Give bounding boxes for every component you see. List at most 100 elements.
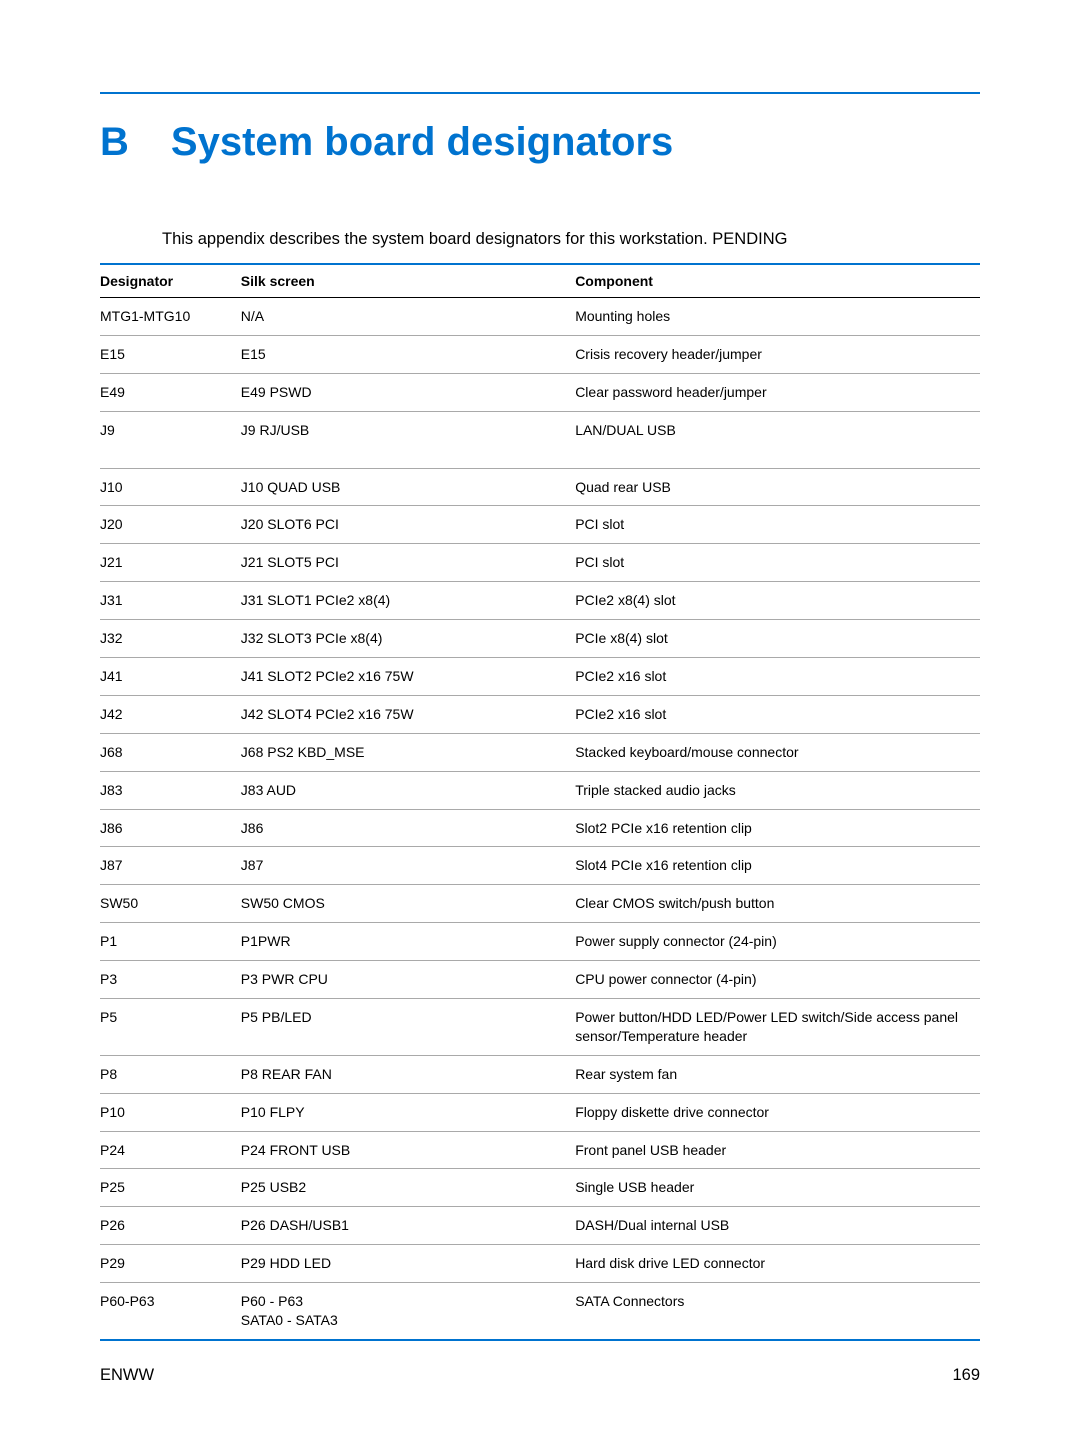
table-row: J83J83 AUDTriple stacked audio jacks [100,771,980,809]
cell-silkscreen: SW50 CMOS [241,885,575,923]
table-row: J87J87Slot4 PCIe x16 retention clip [100,847,980,885]
table-row: J31J31 SLOT1 PCIe2 x8(4)PCIe2 x8(4) slot [100,582,980,620]
cell-component: Single USB header [575,1169,980,1207]
cell-silkscreen: J21 SLOT5 PCI [241,544,575,582]
cell-silkscreen: J32 SLOT3 PCIe x8(4) [241,620,575,658]
cell-component: Quad rear USB [575,468,980,506]
table-row: P25P25 USB2Single USB header [100,1169,980,1207]
cell-component: Power supply connector (24-pin) [575,923,980,961]
cell-designator: J21 [100,544,241,582]
cell-silkscreen: P29 HDD LED [241,1245,575,1283]
table-header-row: Designator Silk screen Component [100,264,980,298]
cell-silkscreen: J83 AUD [241,771,575,809]
cell-component: PCIe2 x8(4) slot [575,582,980,620]
cell-component: PCIe2 x16 slot [575,658,980,696]
cell-component: Front panel USB header [575,1131,980,1169]
cell-silkscreen: J9 RJ/USB [241,411,575,468]
table-row: P29P29 HDD LEDHard disk drive LED connec… [100,1245,980,1283]
cell-designator: J31 [100,582,241,620]
footer-page-number: 169 [952,1366,980,1385]
cell-silkscreen: P60 - P63SATA0 - SATA3 [241,1283,575,1340]
cell-component: Crisis recovery header/jumper [575,335,980,373]
cell-component: Power button/HDD LED/Power LED switch/Si… [575,999,980,1056]
table-row: P24P24 FRONT USBFront panel USB header [100,1131,980,1169]
designator-table: Designator Silk screen Component MTG1-MT… [100,263,980,1341]
cell-silkscreen: J87 [241,847,575,885]
cell-component: Triple stacked audio jacks [575,771,980,809]
top-horizontal-rule [100,92,980,94]
table-row: J42J42 SLOT4 PCIe2 x16 75WPCIe2 x16 slot [100,695,980,733]
footer-left: ENWW [100,1366,154,1385]
cell-silkscreen: P1PWR [241,923,575,961]
cell-silkscreen: P25 USB2 [241,1169,575,1207]
cell-designator: P24 [100,1131,241,1169]
cell-designator: SW50 [100,885,241,923]
column-header-silkscreen: Silk screen [241,264,575,298]
cell-designator: E49 [100,373,241,411]
table-row: J41J41 SLOT2 PCIe2 x16 75WPCIe2 x16 slot [100,658,980,696]
cell-silkscreen: J42 SLOT4 PCIe2 x16 75W [241,695,575,733]
cell-designator: J42 [100,695,241,733]
table-row: J68J68 PS2 KBD_MSEStacked keyboard/mouse… [100,733,980,771]
table-row: E49E49 PSWDClear password header/jumper [100,373,980,411]
cell-silkscreen: P5 PB/LED [241,999,575,1056]
appendix-heading: B System board designators [100,122,980,162]
table-row: P1P1PWRPower supply connector (24-pin) [100,923,980,961]
table-row: J86J86Slot2 PCIe x16 retention clip [100,809,980,847]
cell-silkscreen: J68 PS2 KBD_MSE [241,733,575,771]
cell-designator: P8 [100,1055,241,1093]
cell-component: Hard disk drive LED connector [575,1245,980,1283]
cell-designator: MTG1-MTG10 [100,298,241,336]
table-row: MTG1-MTG10N/AMounting holes [100,298,980,336]
table-row: J21J21 SLOT5 PCIPCI slot [100,544,980,582]
cell-silkscreen: J31 SLOT1 PCIe2 x8(4) [241,582,575,620]
cell-silkscreen: P24 FRONT USB [241,1131,575,1169]
cell-component: Slot2 PCIe x16 retention clip [575,809,980,847]
cell-designator: J41 [100,658,241,696]
table-row: J10J10 QUAD USBQuad rear USB [100,468,980,506]
cell-component: PCIe x8(4) slot [575,620,980,658]
cell-component: Floppy diskette drive connector [575,1093,980,1131]
table-row: E15E15Crisis recovery header/jumper [100,335,980,373]
cell-component: SATA Connectors [575,1283,980,1340]
table-row: P8P8 REAR FANRear system fan [100,1055,980,1093]
cell-component: DASH/Dual internal USB [575,1207,980,1245]
cell-designator: J86 [100,809,241,847]
table-row: J9J9 RJ/USBLAN/DUAL USB [100,411,980,468]
cell-component: LAN/DUAL USB [575,411,980,468]
cell-silkscreen: P26 DASH/USB1 [241,1207,575,1245]
cell-designator: J83 [100,771,241,809]
cell-silkscreen: N/A [241,298,575,336]
cell-silkscreen: E49 PSWD [241,373,575,411]
cell-designator: J20 [100,506,241,544]
cell-silkscreen: E15 [241,335,575,373]
cell-designator: P5 [100,999,241,1056]
table-row: P3P3 PWR CPUCPU power connector (4-pin) [100,961,980,999]
cell-designator: P1 [100,923,241,961]
cell-component: PCIe2 x16 slot [575,695,980,733]
appendix-letter: B [100,122,129,162]
cell-designator: J32 [100,620,241,658]
appendix-title: System board designators [171,122,673,162]
cell-component: Clear CMOS switch/push button [575,885,980,923]
intro-paragraph: This appendix describes the system board… [162,230,980,249]
cell-designator: P60-P63 [100,1283,241,1340]
table-row: J32J32 SLOT3 PCIe x8(4)PCIe x8(4) slot [100,620,980,658]
table-row: P10P10 FLPYFloppy diskette drive connect… [100,1093,980,1131]
cell-silkscreen: P10 FLPY [241,1093,575,1131]
cell-component: Mounting holes [575,298,980,336]
cell-designator: P29 [100,1245,241,1283]
page-footer: ENWW 169 [100,1366,980,1385]
cell-designator: J10 [100,468,241,506]
cell-designator: P26 [100,1207,241,1245]
column-header-designator: Designator [100,264,241,298]
table-row: P60-P63P60 - P63SATA0 - SATA3SATA Connec… [100,1283,980,1340]
cell-designator: P10 [100,1093,241,1131]
cell-designator: J68 [100,733,241,771]
cell-component: Stacked keyboard/mouse connector [575,733,980,771]
cell-designator: P3 [100,961,241,999]
cell-silkscreen: J10 QUAD USB [241,468,575,506]
cell-designator: P25 [100,1169,241,1207]
cell-component: Clear password header/jumper [575,373,980,411]
cell-component: PCI slot [575,544,980,582]
